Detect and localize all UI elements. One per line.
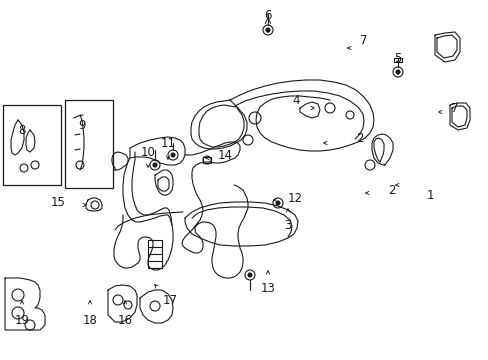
Text: 13: 13 bbox=[260, 282, 275, 294]
Text: 19: 19 bbox=[15, 314, 29, 327]
Text: 15: 15 bbox=[50, 195, 65, 208]
Text: 14: 14 bbox=[217, 149, 232, 162]
Text: 5: 5 bbox=[393, 51, 401, 64]
Text: 9: 9 bbox=[78, 118, 85, 131]
Text: 7: 7 bbox=[450, 102, 458, 114]
Circle shape bbox=[275, 201, 280, 205]
Circle shape bbox=[265, 28, 269, 32]
Text: 17: 17 bbox=[162, 293, 177, 306]
Text: 2: 2 bbox=[356, 131, 363, 144]
Text: 10: 10 bbox=[140, 145, 155, 158]
Circle shape bbox=[395, 70, 399, 74]
Text: 18: 18 bbox=[82, 314, 97, 327]
Text: 4: 4 bbox=[292, 94, 299, 107]
Circle shape bbox=[171, 153, 175, 157]
Text: 7: 7 bbox=[360, 33, 367, 46]
Text: 3: 3 bbox=[284, 219, 291, 231]
Text: 12: 12 bbox=[287, 192, 302, 204]
Text: 8: 8 bbox=[18, 123, 26, 136]
Bar bbox=[65, 100, 113, 188]
Circle shape bbox=[153, 163, 157, 167]
Text: 1: 1 bbox=[426, 189, 433, 202]
Text: 11: 11 bbox=[160, 136, 175, 149]
Text: 2: 2 bbox=[387, 184, 395, 197]
Bar bbox=[3, 105, 61, 185]
Circle shape bbox=[247, 273, 251, 277]
Text: 6: 6 bbox=[264, 9, 271, 22]
Text: 16: 16 bbox=[117, 314, 132, 327]
